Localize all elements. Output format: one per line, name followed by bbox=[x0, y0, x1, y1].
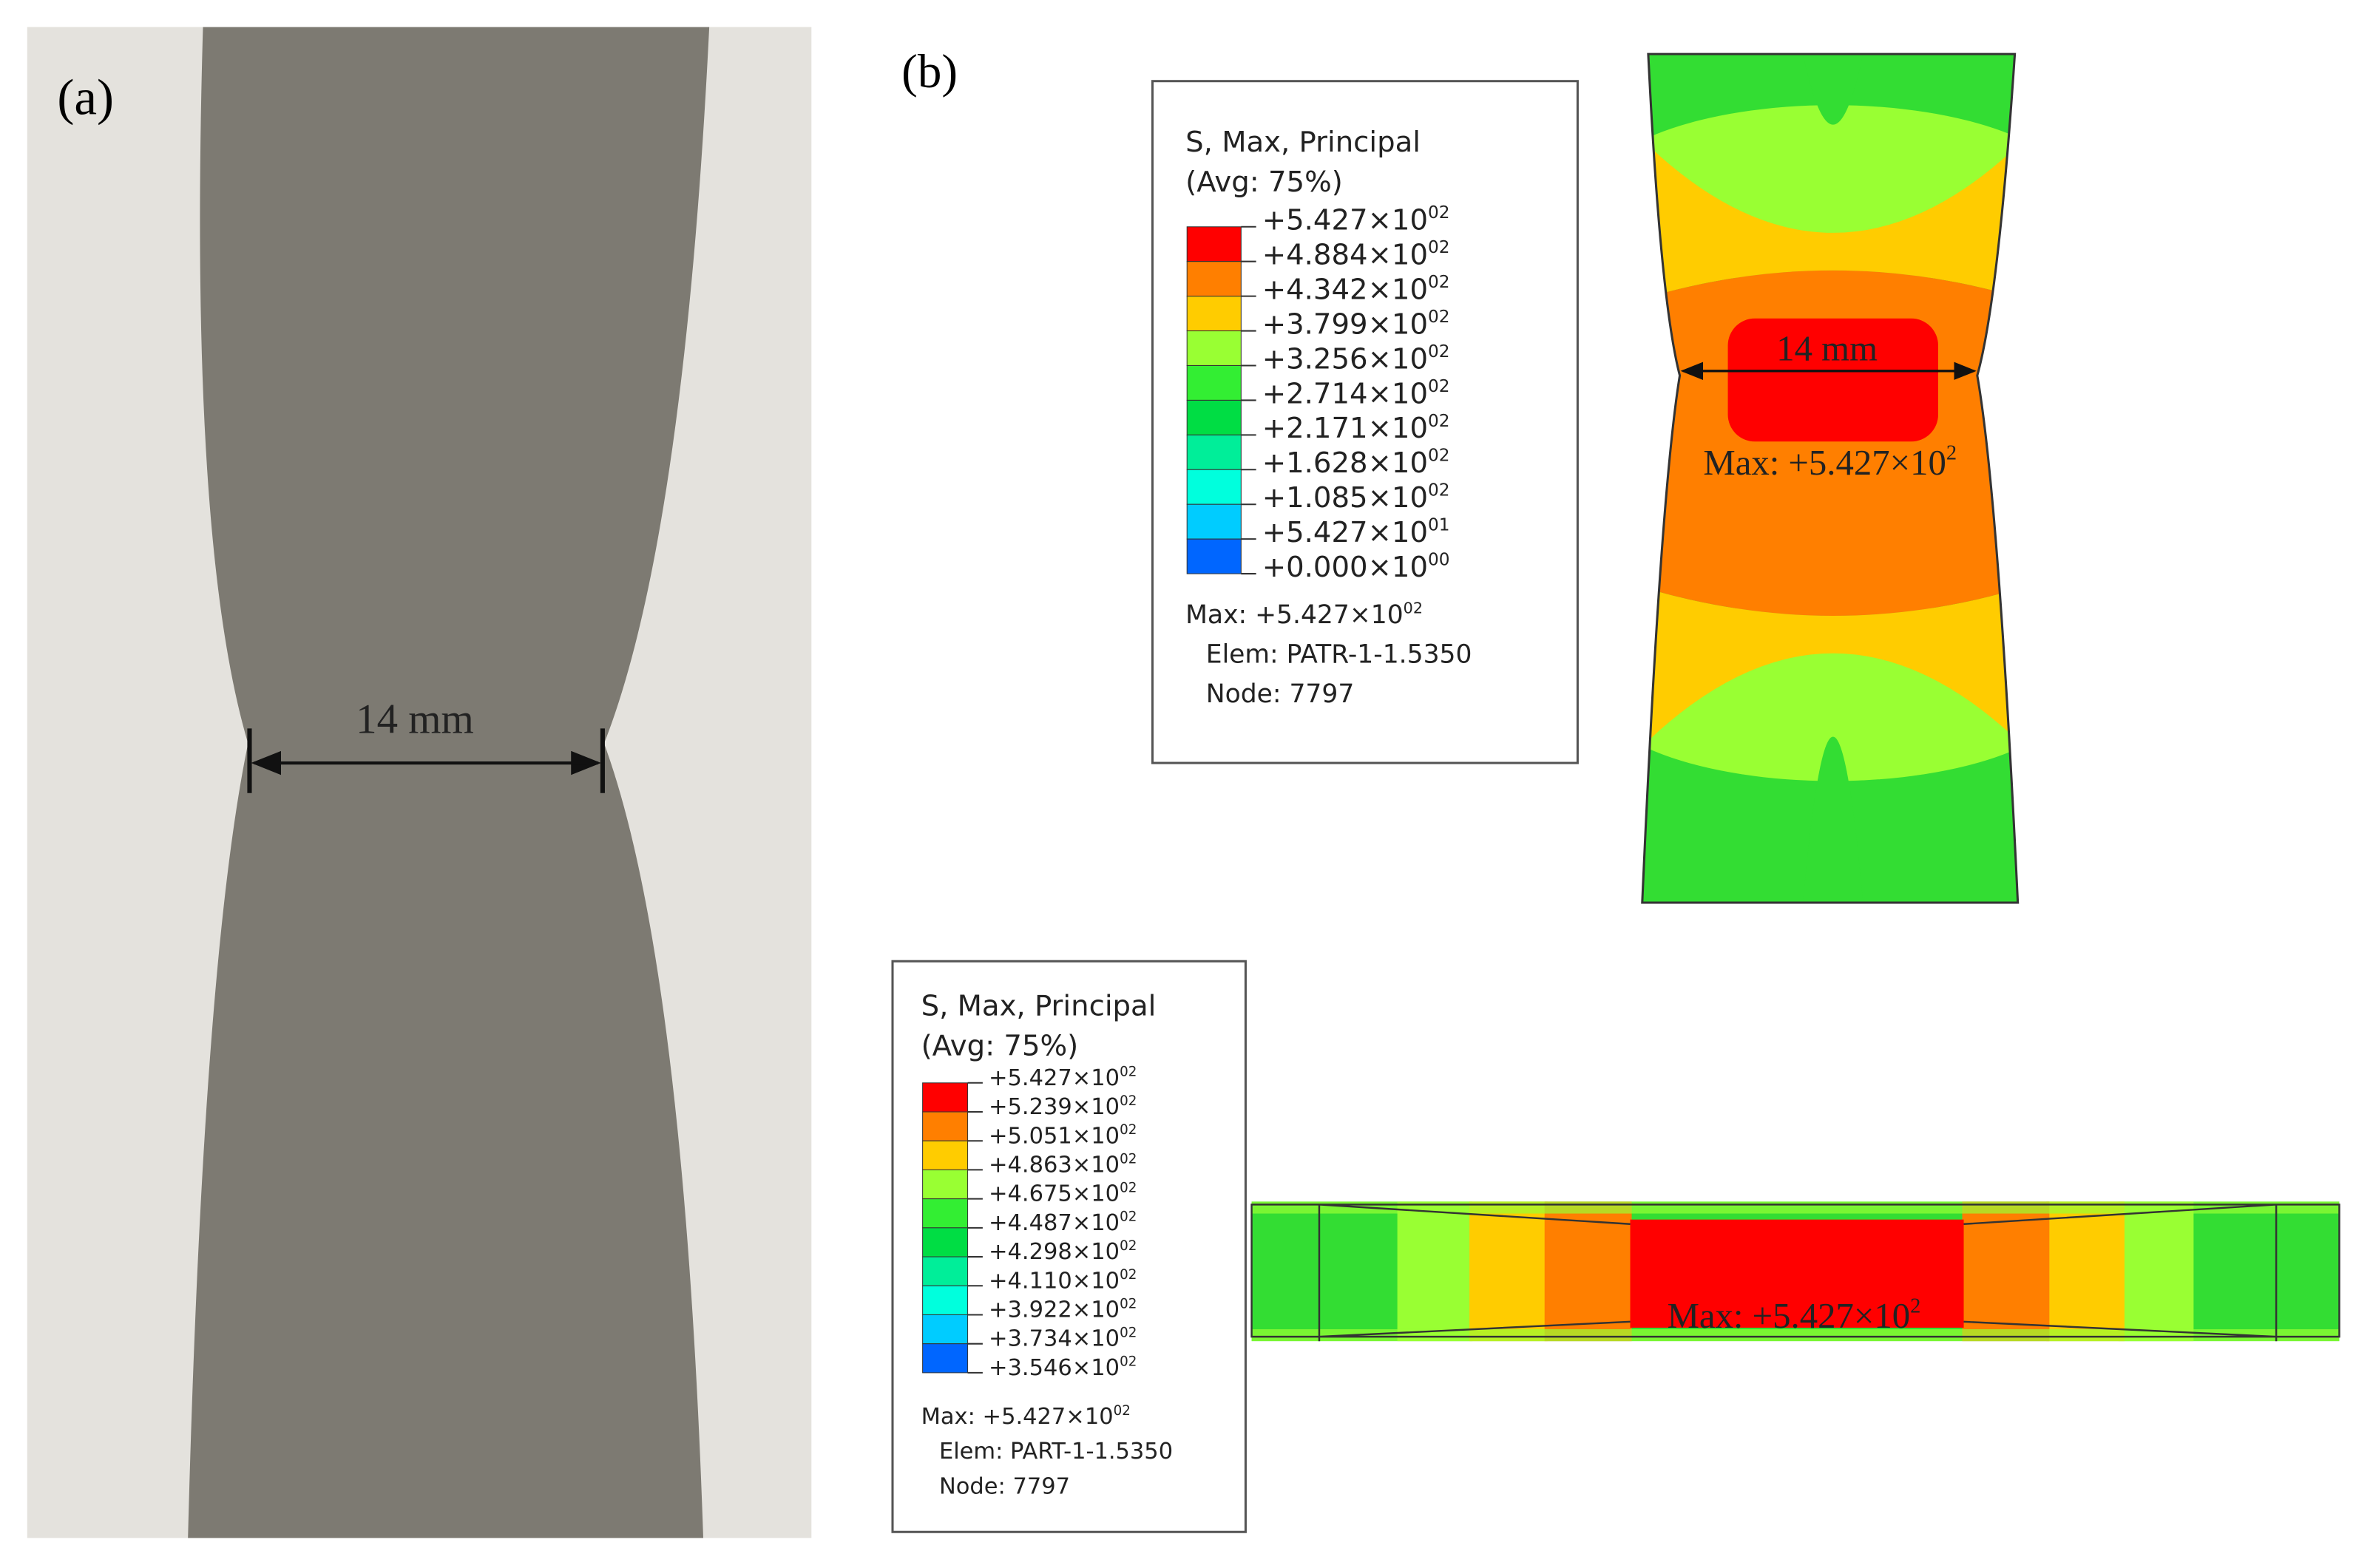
specimen bbox=[188, 27, 710, 1538]
legend-swatch bbox=[1186, 364, 1242, 401]
legend-swatch bbox=[1186, 538, 1242, 574]
legend-entry: +4.884×1002 bbox=[1262, 238, 1450, 271]
legend-swatch bbox=[922, 1140, 969, 1170]
legend-entry: +4.110×1002 bbox=[989, 1267, 1137, 1294]
legend-swatch bbox=[1186, 434, 1242, 470]
legend-swatch bbox=[1186, 399, 1242, 435]
legend-subtitle: (Avg: 75%) bbox=[1185, 166, 1343, 199]
legend-entry: +3.546×1002 bbox=[989, 1354, 1137, 1381]
max-annotation: Max: +5.427×102 bbox=[1668, 1295, 1921, 1336]
legend-subtitle: (Avg: 75%) bbox=[921, 1029, 1079, 1062]
legend-swatch bbox=[922, 1111, 969, 1141]
legend-entry: +5.051×1002 bbox=[989, 1122, 1137, 1149]
legend-node: Node: 7797 bbox=[1206, 679, 1355, 709]
legend-entry: +5.427×1002 bbox=[989, 1065, 1137, 1091]
legend-entry: +0.000×1000 bbox=[1262, 550, 1450, 583]
contour-top bbox=[1642, 54, 2018, 903]
legend-elem: Elem: PATR-1-1.5350 bbox=[1206, 640, 1472, 670]
legend-entry: +3.734×1002 bbox=[989, 1326, 1137, 1352]
legend-node: Node: 7797 bbox=[939, 1473, 1070, 1499]
legend-entry: +3.799×1002 bbox=[1262, 308, 1450, 341]
legend-entry: +4.863×1002 bbox=[989, 1151, 1137, 1178]
panel-label: (b) bbox=[901, 45, 958, 98]
legend-swatch bbox=[922, 1169, 969, 1200]
dimension-label: 14 mm bbox=[356, 696, 474, 742]
legend-entry: +2.171×1002 bbox=[1262, 412, 1450, 445]
legend-entry: +4.342×1002 bbox=[1262, 273, 1450, 306]
model-outline bbox=[1250, 1204, 2340, 1342]
legend-elem: Elem: PART-1-1.5350 bbox=[939, 1439, 1173, 1465]
legend-swatch bbox=[922, 1285, 969, 1315]
legend-swatch bbox=[922, 1343, 969, 1374]
legend-swatch bbox=[1186, 330, 1242, 367]
legend-title: S, Max, Principal bbox=[1185, 126, 1421, 159]
max-annotation: Max: +5.427×102 bbox=[1703, 442, 1957, 483]
legend-entry: +3.256×1002 bbox=[1262, 342, 1450, 376]
legend-swatch bbox=[922, 1314, 969, 1345]
legend-title: S, Max, Principal bbox=[921, 989, 1157, 1022]
legend-entry: +1.085×1002 bbox=[1262, 481, 1450, 515]
model-outline bbox=[1641, 52, 2020, 904]
legend-swatch bbox=[922, 1198, 969, 1229]
legend-entry: +1.628×1002 bbox=[1262, 447, 1450, 480]
legend-swatch bbox=[1186, 226, 1242, 262]
legend-entry: +3.922×1002 bbox=[989, 1296, 1137, 1323]
legend-entry: +4.487×1002 bbox=[989, 1209, 1137, 1236]
panel-label: (a) bbox=[57, 68, 114, 125]
legend-entry: +2.714×1002 bbox=[1262, 377, 1450, 410]
legend-entry: +5.427×1002 bbox=[1262, 203, 1450, 237]
legend-swatch bbox=[922, 1227, 969, 1258]
legend-swatch bbox=[1186, 469, 1242, 505]
legend-max: Max: +5.427×1002 bbox=[921, 1403, 1131, 1430]
dimension-label: 14 mm bbox=[1776, 329, 1878, 369]
legend-entry: +5.427×1001 bbox=[1262, 516, 1450, 549]
legend-swatch bbox=[1186, 503, 1242, 540]
legend-entry: +5.239×1002 bbox=[989, 1093, 1137, 1120]
legend-swatch bbox=[922, 1256, 969, 1286]
legend-swatch bbox=[922, 1082, 969, 1113]
legend-max: Max: +5.427×1002 bbox=[1185, 599, 1423, 630]
legend-entry: +4.675×1002 bbox=[989, 1180, 1137, 1206]
legend-swatch bbox=[1186, 261, 1242, 297]
legend-entry: +4.298×1002 bbox=[989, 1238, 1137, 1265]
legend-swatch bbox=[1186, 296, 1242, 332]
